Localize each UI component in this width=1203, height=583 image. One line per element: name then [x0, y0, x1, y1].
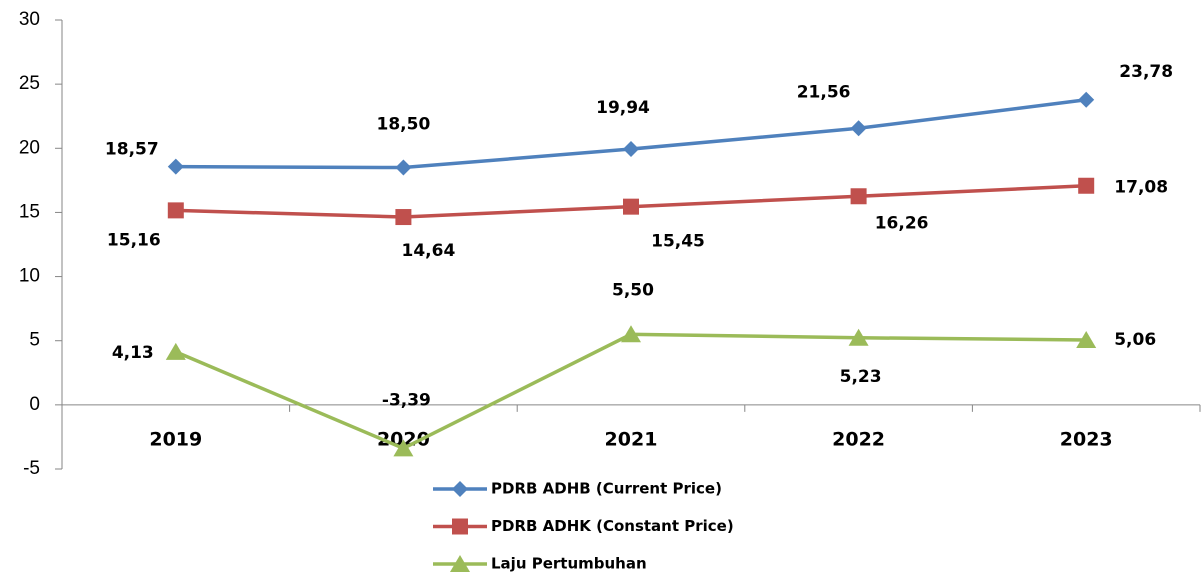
- y-tick-label: -5: [23, 458, 40, 479]
- data-label: 18,57: [105, 140, 159, 160]
- x-tick-label: 2023: [1060, 429, 1113, 451]
- data-label: 21,56: [797, 82, 851, 102]
- legend-label: Laju Pertumbuhan: [491, 555, 647, 573]
- point-marker: [621, 325, 641, 343]
- legend-marker: [452, 518, 468, 535]
- point-marker: [395, 159, 412, 176]
- point-marker: [395, 209, 412, 226]
- data-label: 15,45: [651, 232, 705, 252]
- data-label: -3,39: [382, 390, 431, 410]
- legend-marker: [452, 481, 468, 497]
- point-marker: [850, 120, 867, 137]
- y-tick-label: 5: [29, 330, 40, 351]
- data-label: 18,50: [377, 115, 431, 135]
- data-label: 16,26: [875, 213, 929, 233]
- point-marker: [1078, 91, 1095, 108]
- x-tick-label: 2022: [832, 429, 885, 451]
- data-label: 14,64: [402, 241, 456, 261]
- point-marker: [1078, 177, 1095, 194]
- data-label: 17,08: [1114, 178, 1168, 198]
- y-tick-label: 30: [19, 9, 40, 30]
- x-tick-label: 2021: [605, 429, 658, 451]
- data-label: 15,16: [107, 230, 161, 250]
- data-label: 23,78: [1119, 62, 1173, 82]
- y-tick-label: 25: [19, 73, 40, 94]
- data-label: 19,94: [596, 98, 650, 118]
- y-tick-label: 20: [19, 137, 40, 158]
- legend-label: PDRB ADHK (Constant Price): [491, 517, 734, 535]
- data-label: 4,13: [112, 343, 154, 363]
- data-label: 5,23: [840, 367, 882, 387]
- point-marker: [167, 158, 184, 175]
- y-tick-label: 0: [29, 394, 40, 415]
- x-tick-label: 2019: [149, 429, 202, 451]
- legend-marker: [450, 555, 470, 572]
- point-marker: [850, 188, 867, 205]
- point-marker: [393, 439, 414, 457]
- point-marker: [623, 141, 639, 158]
- legend-label: PDRB ADHB (Current Price): [491, 480, 722, 498]
- point-marker: [623, 198, 639, 215]
- point-marker: [848, 328, 869, 346]
- point-marker: [167, 202, 184, 219]
- point-marker: [1076, 330, 1097, 348]
- y-tick-label: 10: [19, 266, 40, 287]
- point-marker: [165, 342, 186, 360]
- y-tick-label: 15: [19, 201, 40, 222]
- data-label: 5,06: [1114, 330, 1156, 350]
- data-label: 5,50: [612, 280, 654, 300]
